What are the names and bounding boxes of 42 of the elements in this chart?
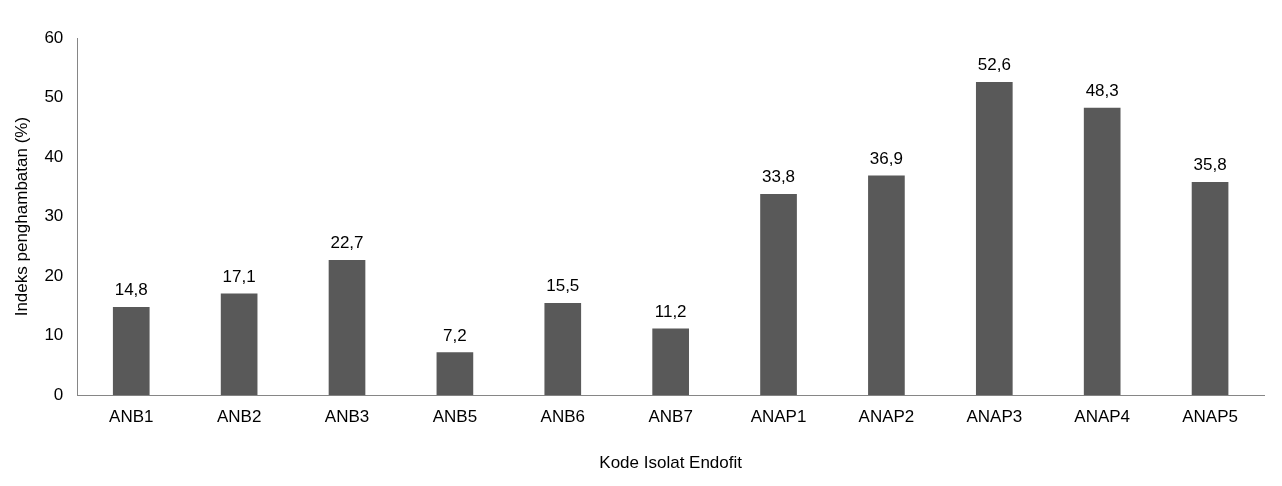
x-tick-label: ANAP4 bbox=[1074, 407, 1131, 427]
y-tick-label: 30 bbox=[44, 206, 64, 226]
y-tick-label: 40 bbox=[44, 146, 64, 166]
data-label: 7,2 bbox=[443, 325, 467, 345]
bar bbox=[544, 302, 582, 396]
bar bbox=[1191, 182, 1229, 396]
bar bbox=[760, 193, 797, 396]
bar bbox=[868, 175, 905, 396]
x-tick-label: ANB1 bbox=[109, 407, 154, 427]
x-tick-label: ANB6 bbox=[540, 407, 585, 427]
data-label: 11,2 bbox=[654, 301, 687, 321]
x-tick-label: ANB2 bbox=[216, 407, 262, 427]
y-tick-label: 60 bbox=[44, 27, 64, 47]
data-label: 48,3 bbox=[1085, 80, 1119, 100]
x-tick-label: ANAP5 bbox=[1182, 407, 1238, 427]
data-label: 36,9 bbox=[869, 148, 903, 168]
x-tick-label: ANAP3 bbox=[966, 407, 1023, 427]
data-label: 33,8 bbox=[761, 167, 796, 187]
bar bbox=[652, 328, 689, 396]
x-tick-label: ANB7 bbox=[648, 407, 693, 427]
bar bbox=[220, 293, 258, 396]
data-label: 52,6 bbox=[977, 55, 1011, 75]
y-axis-title: Indeks penghambatan (%) bbox=[11, 116, 31, 317]
data-label: 22,7 bbox=[330, 233, 364, 253]
x-tick-label: ANB3 bbox=[324, 407, 370, 427]
y-tick-label: 0 bbox=[53, 384, 64, 404]
y-tick-label: 10 bbox=[44, 325, 64, 345]
y-tick-label: 50 bbox=[44, 87, 64, 107]
data-label: 15,5 bbox=[546, 276, 580, 296]
x-tick-label: ANAP1 bbox=[750, 407, 807, 427]
bar bbox=[112, 307, 150, 396]
x-tick-label: ANB5 bbox=[432, 407, 478, 427]
x-tick-label: ANAP2 bbox=[858, 407, 915, 427]
bar bbox=[975, 82, 1013, 396]
data-label: 14,8 bbox=[114, 280, 148, 300]
x-axis-title: Kode Isolat Endofit bbox=[599, 453, 743, 473]
bar bbox=[436, 352, 474, 396]
y-tick-label: 20 bbox=[44, 265, 64, 285]
bar bbox=[328, 260, 366, 396]
bar bbox=[1083, 107, 1121, 396]
data-label: 35,8 bbox=[1193, 155, 1227, 175]
data-label: 17,1 bbox=[222, 266, 256, 286]
